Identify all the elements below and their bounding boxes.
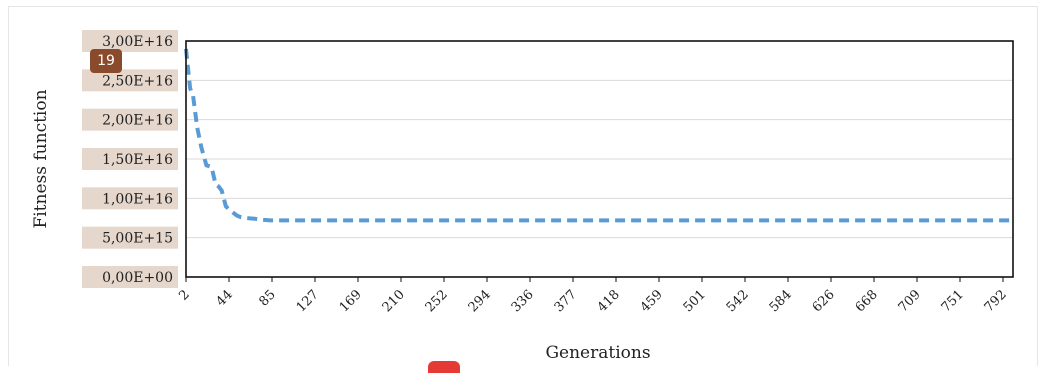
y-tick-label: 0,00E+00 — [102, 270, 173, 286]
x-axis-title: Generations — [545, 343, 650, 363]
x-tick-label: 501 — [681, 287, 709, 315]
y-axis-title: Fitness function — [31, 89, 51, 228]
x-tick-label: 377 — [552, 287, 580, 315]
x-tick-label: 44 — [214, 287, 236, 309]
y-tick-label-highlight — [82, 30, 178, 52]
x-tick-label: 2 — [176, 287, 192, 303]
x-tick-label: 542 — [724, 287, 752, 315]
x-tick-label: 792 — [982, 287, 1010, 315]
y-tick-label: 2,50E+16 — [102, 73, 173, 89]
x-tick-label: 169 — [337, 287, 365, 315]
x-tick-label: 668 — [853, 287, 881, 315]
line-chart: 0,00E+00 5,00E+15 1,00E+16 1,50E+16 2,00E+16… — [31, 30, 1014, 363]
x-tick-label: 626 — [810, 287, 838, 315]
y-tick-label-highlight — [82, 187, 178, 210]
x-tick-label: 85 — [257, 287, 279, 309]
x-tick-label: 751 — [939, 287, 967, 315]
chart-frame: 0,00E+00 5,00E+15 1,00E+16 1,50E+16 2,00E+16… — [8, 6, 1038, 366]
x-tick-label: 294 — [466, 287, 494, 315]
y-tick-label-highlight — [82, 226, 178, 249]
y-tick-label-highlight — [82, 69, 178, 92]
y-tick-label: 2,00E+16 — [102, 113, 173, 129]
x-tick-label: 210 — [380, 287, 408, 315]
annotation-badge: 19 — [90, 49, 122, 73]
x-tick-label: 418 — [595, 287, 623, 315]
y-tick-label: 1,50E+16 — [102, 152, 173, 168]
y-tick-label-highlight — [82, 108, 178, 131]
y-tick-label: 3,00E+16 — [102, 34, 173, 50]
y-tick-label: 1,00E+16 — [102, 191, 173, 207]
series-line — [184, 48, 1013, 223]
x-tick-label: 127 — [294, 287, 322, 315]
x-tick-label: 336 — [509, 287, 537, 315]
plot-area-border — [185, 40, 1014, 278]
x-tick-label: 459 — [638, 287, 666, 315]
red-annotation-marker — [428, 361, 460, 373]
y-tick-label-highlight — [82, 266, 178, 288]
x-tick-label: 709 — [896, 287, 924, 315]
y-tick-label-highlight — [82, 148, 178, 170]
x-tick-label: 584 — [767, 287, 795, 315]
y-tick-label: 5,00E+15 — [102, 231, 173, 247]
x-tick-label: 252 — [423, 287, 451, 315]
